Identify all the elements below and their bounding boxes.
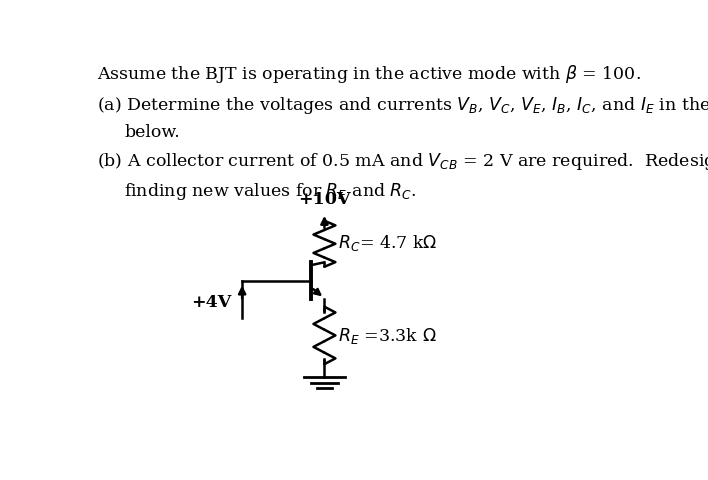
Text: below.: below. bbox=[124, 124, 180, 141]
Text: $R_C$= 4.7 k$\Omega$: $R_C$= 4.7 k$\Omega$ bbox=[338, 232, 438, 252]
Text: (b) A collector current of 0.5 mA and $V_{CB}$ = 2 V are required.  Redesign the: (b) A collector current of 0.5 mA and $V… bbox=[97, 151, 708, 172]
Text: +4V: +4V bbox=[191, 293, 231, 310]
Text: finding new values for $R_E$ and $R_C$.: finding new values for $R_E$ and $R_C$. bbox=[124, 180, 417, 201]
Text: Assume the BJT is operating in the active mode with $\beta$ = 100.: Assume the BJT is operating in the activ… bbox=[97, 63, 641, 85]
Text: +10V: +10V bbox=[298, 191, 350, 208]
Text: (a) Determine the voltages and currents $V_B$, $V_C$, $V_E$, $I_B$, $I_C$, and $: (a) Determine the voltages and currents … bbox=[97, 95, 708, 116]
Text: $R_E$ =3.3k $\Omega$: $R_E$ =3.3k $\Omega$ bbox=[338, 326, 437, 346]
